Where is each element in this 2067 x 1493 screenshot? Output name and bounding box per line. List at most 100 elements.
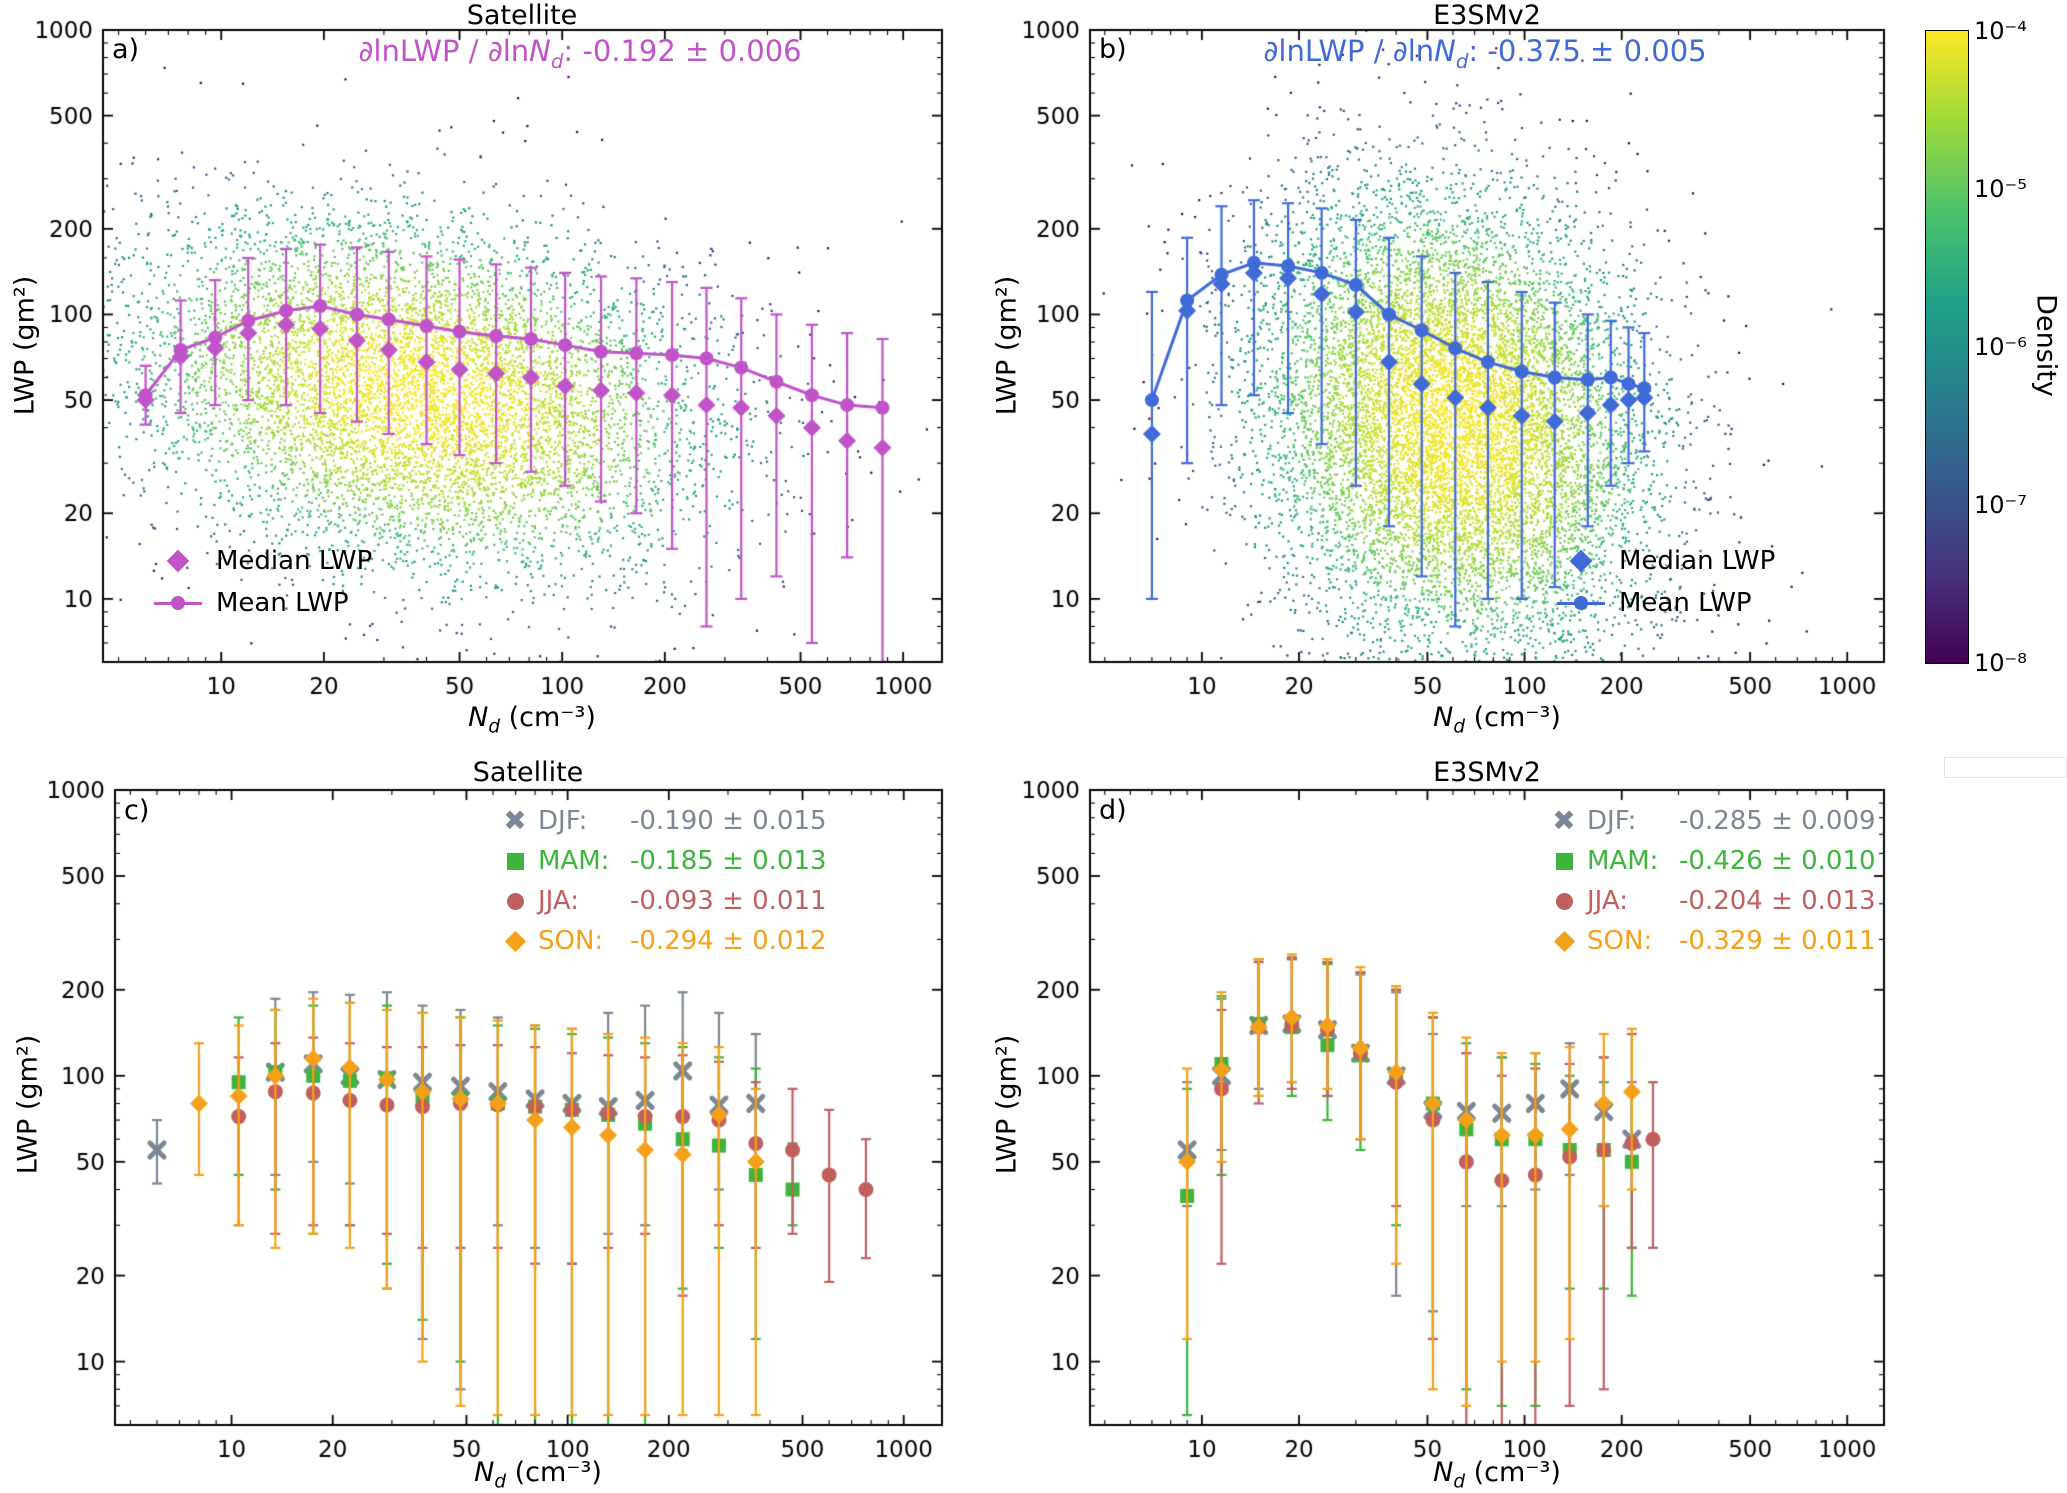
mean-circle-icon	[171, 596, 185, 610]
panel-b-title: E3SMv2	[1433, 0, 1541, 31]
panel-a-xlabel: Nd (cm⁻³)	[422, 702, 642, 737]
legend-item-mam: MAM: -0.185 ± 0.013	[492, 841, 827, 881]
annotation-var: N	[1434, 34, 1456, 68]
panel-a: Satellite a) ∂lnLWP / ∂lnNd: -0.192 ± 0.…	[0, 0, 985, 745]
panel-d: E3SMv2 d) ✖ DJF: -0.285 ± 0.009 MAM: -0.…	[985, 745, 1920, 1493]
panel-b-ylabel: LWP (gm²)	[991, 275, 1023, 416]
colorbar-tick-1e-8: 10⁻⁸	[1974, 649, 2027, 677]
panel-a-legend: Median LWP Mean LWP	[150, 540, 372, 624]
figure-edge-artifact	[1944, 757, 2067, 778]
colorbar-label: Density	[2030, 294, 2062, 397]
xlabel-unit: (cm⁻³)	[1464, 1457, 1561, 1488]
annotation-prefix: ∂lnLWP / ∂ln	[358, 34, 530, 68]
colorbar-tick-1e-7: 10⁻⁷	[1974, 491, 2027, 519]
colorbar-gradient	[1925, 30, 1969, 664]
panel-b-legend: Median LWP Mean LWP	[1553, 540, 1775, 624]
panel-a-plot-canvas	[0, 0, 985, 745]
season-name: DJF:	[538, 806, 588, 836]
annotation-var-sub: d	[1455, 49, 1469, 73]
xlabel-unit: (cm⁻³)	[505, 1457, 602, 1488]
panel-a-ylabel: LWP (gm²)	[9, 275, 41, 416]
panel-b-tag: b)	[1099, 34, 1127, 65]
legend-item-jja: JJA: -0.093 ± 0.011	[492, 881, 827, 921]
annotation-prefix: ∂lnLWP / ∂ln	[1263, 34, 1435, 68]
legend-label-median: Median LWP	[1619, 546, 1776, 576]
xlabel-var-sub: d	[1453, 1471, 1465, 1493]
panel-c-title: Satellite	[472, 757, 584, 788]
djf-x-icon: ✖	[503, 804, 527, 837]
panel-b-slope-annotation: ∂lnLWP / ∂lnNd: -0.375 ± 0.005	[1165, 34, 1805, 73]
legend-item-jja: JJA: -0.204 ± 0.013	[1541, 881, 1876, 921]
son-diamond-icon	[504, 930, 526, 952]
colorbar-tick-1e-4: 10⁻⁴	[1974, 17, 2027, 45]
panel-d-legend: ✖ DJF: -0.285 ± 0.009 MAM: -0.426 ± 0.01…	[1541, 801, 1876, 961]
colorbar: 10⁻⁴ 10⁻⁵ 10⁻⁶ 10⁻⁷ 10⁻⁸ Density	[1920, 0, 2067, 745]
xlabel-var: N	[1433, 1457, 1454, 1488]
season-slope: -0.185 ± 0.013	[630, 846, 827, 876]
season-name: DJF:	[1587, 806, 1637, 836]
legend-item-mam: MAM: -0.426 ± 0.010	[1541, 841, 1876, 881]
colorbar-tick-1e-5: 10⁻⁵	[1974, 175, 2027, 203]
xlabel-unit: (cm⁻³)	[499, 702, 596, 733]
djf-x-icon: ✖	[1552, 804, 1576, 837]
panel-d-plot-canvas	[985, 745, 1920, 1493]
panel-c-tag: c)	[124, 795, 150, 826]
season-name: SON:	[538, 926, 604, 956]
season-slope: -0.426 ± 0.010	[1679, 846, 1876, 876]
season-slope: -0.093 ± 0.011	[630, 886, 827, 916]
season-slope: -0.285 ± 0.009	[1679, 806, 1876, 836]
jja-circle-icon	[1555, 892, 1573, 910]
season-name: MAM:	[1587, 846, 1659, 876]
season-name: JJA:	[1587, 886, 1628, 916]
legend-item-mean: Mean LWP	[150, 582, 372, 624]
mam-square-icon	[506, 852, 524, 870]
xlabel-var-sub: d	[488, 716, 500, 738]
panel-c-legend: ✖ DJF: -0.190 ± 0.015 MAM: -0.185 ± 0.01…	[492, 801, 827, 961]
median-diamond-icon	[1569, 549, 1593, 573]
panel-b-xlabel: Nd (cm⁻³)	[1387, 702, 1607, 737]
season-name: MAM:	[538, 846, 610, 876]
xlabel-unit: (cm⁻³)	[1464, 702, 1561, 733]
legend-item-djf: ✖ DJF: -0.285 ± 0.009	[1541, 801, 1876, 841]
panel-c: Satellite c) ✖ DJF: -0.190 ± 0.015 MAM: …	[0, 745, 985, 1493]
legend-item-son: SON: -0.294 ± 0.012	[492, 921, 827, 961]
season-slope: -0.204 ± 0.013	[1679, 886, 1876, 916]
xlabel-var-sub: d	[494, 1471, 506, 1493]
legend-item-mean: Mean LWP	[1553, 582, 1775, 624]
annotation-value: : -0.375 ± 0.005	[1468, 34, 1707, 68]
xlabel-var: N	[474, 1457, 495, 1488]
season-name: JJA:	[538, 886, 579, 916]
panel-d-tag: d)	[1099, 795, 1127, 826]
panel-a-title: Satellite	[466, 0, 578, 31]
legend-label-median: Median LWP	[216, 546, 373, 576]
season-slope: -0.294 ± 0.012	[630, 926, 827, 956]
panel-b: E3SMv2 b) ∂lnLWP / ∂lnNd: -0.375 ± 0.005…	[985, 0, 1920, 745]
panel-c-xlabel: Nd (cm⁻³)	[428, 1457, 648, 1492]
annotation-var-sub: d	[550, 49, 564, 73]
mean-circle-icon	[1574, 596, 1588, 610]
panel-d-title: E3SMv2	[1433, 757, 1541, 788]
colorbar-tick-1e-6: 10⁻⁶	[1974, 333, 2027, 361]
annotation-value: : -0.192 ± 0.006	[563, 34, 802, 68]
legend-item-djf: ✖ DJF: -0.190 ± 0.015	[492, 801, 826, 841]
season-name: SON:	[1587, 926, 1653, 956]
mean-errorbar-icon	[1557, 594, 1605, 612]
panel-c-ylabel: LWP (gm²)	[12, 1034, 44, 1175]
panel-d-xlabel: Nd (cm⁻³)	[1387, 1457, 1607, 1492]
panel-d-ylabel: LWP (gm²)	[991, 1034, 1023, 1175]
panel-c-plot-canvas	[0, 745, 985, 1493]
xlabel-var: N	[1433, 702, 1454, 733]
legend-label-mean: Mean LWP	[1619, 588, 1752, 618]
mam-square-icon	[1555, 852, 1573, 870]
mean-errorbar-icon	[154, 594, 202, 612]
median-diamond-icon	[166, 549, 190, 573]
panel-b-plot-canvas	[985, 0, 1920, 745]
panel-a-tag: a)	[112, 34, 140, 65]
xlabel-var-sub: d	[1453, 716, 1465, 738]
legend-item-median: Median LWP	[150, 540, 372, 582]
xlabel-var: N	[468, 702, 489, 733]
annotation-var: N	[529, 34, 551, 68]
jja-circle-icon	[506, 892, 524, 910]
panel-a-slope-annotation: ∂lnLWP / ∂lnNd: -0.192 ± 0.006	[260, 34, 900, 73]
